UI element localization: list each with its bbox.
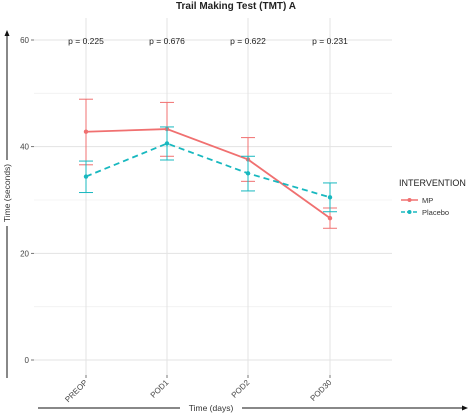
y-axis-title: Time (seconds)	[2, 164, 12, 222]
data-point	[83, 129, 89, 134]
series-line	[85, 142, 331, 199]
x-axis-arrow-head	[462, 405, 468, 411]
p-value-label: p = 0.225	[68, 36, 104, 46]
data-series	[79, 98, 337, 229]
x-tick-label: POD2	[230, 378, 252, 400]
data-point	[245, 171, 251, 176]
legend-item-label: Placebo	[422, 208, 449, 217]
x-axis-title: Time (days)	[189, 403, 234, 413]
legend-key-point	[407, 198, 412, 202]
y-tick-label: 60	[20, 36, 29, 45]
p-value-label: p = 0.676	[149, 36, 185, 46]
series-placebo	[79, 126, 337, 213]
x-axis-title-bg	[180, 402, 242, 414]
p-value-labels: p = 0.225 p = 0.676 p = 0.622 p = 0.231	[68, 36, 348, 46]
data-point	[164, 141, 170, 146]
legend-item-label: MP	[422, 196, 433, 205]
y-axis: 0 20 40 60	[20, 36, 34, 365]
legend-key-point	[407, 210, 412, 214]
y-tick-label: 0	[25, 356, 30, 365]
p-value-label: p = 0.231	[312, 36, 348, 46]
legend-title: INTERVENTION	[399, 178, 466, 188]
series-line	[85, 128, 331, 219]
plot-grid	[34, 18, 392, 375]
data-point	[327, 215, 333, 221]
x-tick-label: POD1	[149, 378, 171, 400]
data-point	[327, 195, 333, 200]
x-axis: PREOP POD1 POD2 POD30	[63, 375, 334, 404]
p-value-label: p = 0.622	[230, 36, 266, 46]
legend: INTERVENTION MP Placebo	[399, 178, 466, 217]
x-tick-label: POD30	[308, 378, 333, 403]
y-tick-label: 40	[20, 143, 29, 152]
x-tick-label: PREOP	[63, 378, 89, 404]
y-tick-label: 20	[20, 249, 29, 258]
chart-title: Trail Making Test (TMT) A	[176, 1, 296, 12]
y-axis-arrow-head	[4, 30, 10, 36]
data-point	[83, 174, 89, 179]
y-axis-title-bg	[1, 160, 13, 226]
